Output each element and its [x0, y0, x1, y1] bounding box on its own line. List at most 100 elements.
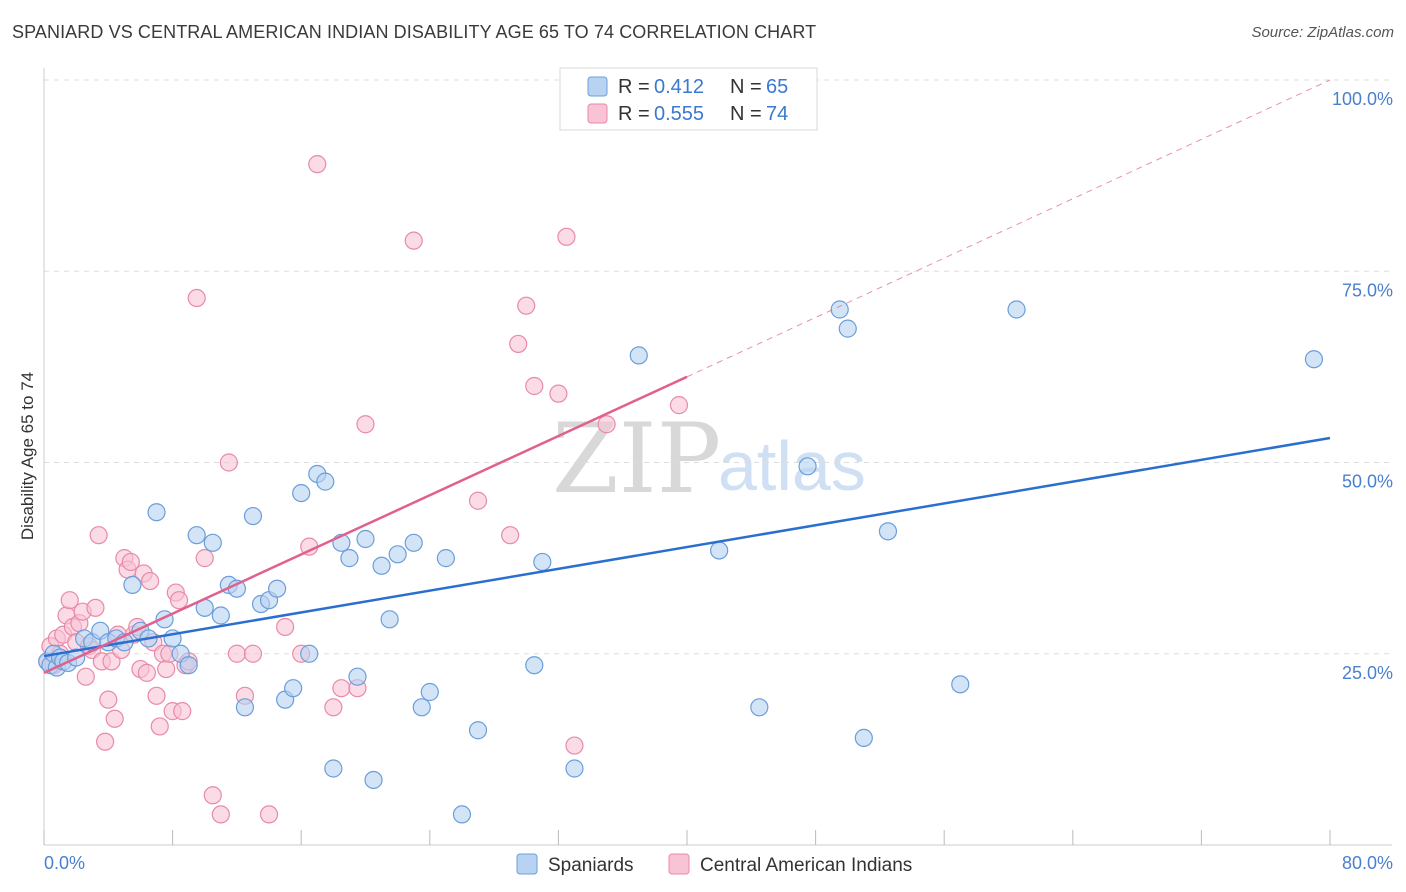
legend-r-label-2: R =	[618, 103, 650, 125]
data-point	[157, 659, 176, 679]
data-point	[1304, 350, 1324, 369]
data-point	[356, 529, 375, 549]
data-point	[830, 300, 849, 319]
data-point	[452, 805, 472, 824]
data-point	[95, 732, 115, 751]
data-point	[340, 549, 359, 568]
data-point	[292, 484, 311, 503]
bottom-legend-swatch-spaniards	[516, 853, 538, 875]
data-point	[549, 384, 568, 403]
data-point	[300, 644, 319, 663]
data-point	[121, 552, 140, 572]
data-point	[669, 396, 689, 415]
data-point	[89, 526, 108, 545]
legend-r-label-1: R =	[618, 76, 650, 98]
data-point	[76, 667, 95, 686]
data-point	[219, 453, 238, 472]
data-point	[137, 663, 156, 682]
data-point	[187, 288, 206, 308]
data-point	[243, 644, 263, 663]
data-point	[388, 545, 407, 564]
y-tick-label: 25.0%	[1342, 663, 1393, 683]
data-point	[798, 457, 817, 476]
data-point	[468, 491, 488, 510]
data-point	[227, 644, 246, 663]
data-point	[243, 506, 263, 526]
data-point	[147, 686, 166, 705]
data-point	[525, 656, 544, 675]
watermark-zip: ZIP	[552, 403, 721, 515]
data-point	[854, 728, 873, 748]
data-point	[259, 805, 279, 824]
y-tick-label: 75.0%	[1342, 280, 1393, 300]
data-point	[187, 526, 206, 545]
source-label: Source: ZipAtlas.com	[1251, 24, 1394, 41]
data-point	[203, 786, 222, 805]
data-point	[533, 552, 552, 572]
data-point	[123, 575, 142, 595]
data-point	[169, 591, 189, 610]
legend-r-value-2: 0.555	[654, 103, 704, 125]
trend-extension-central-american-indians	[686, 79, 1331, 378]
data-point	[501, 526, 520, 545]
data-point	[878, 522, 898, 541]
legend-box: R = 0.412 N = 65 R = 0.555 N = 74	[559, 67, 818, 131]
data-point	[372, 556, 391, 575]
data-point	[565, 759, 584, 778]
legend-n-value-2: 74	[766, 103, 788, 125]
data-point	[356, 415, 375, 434]
chart-title: SPANIARD VS CENTRAL AMERICAN INDIAN DISA…	[12, 22, 817, 42]
data-point	[235, 698, 255, 717]
data-point	[267, 579, 287, 598]
data-point	[324, 698, 343, 717]
y-tick-labels: 25.0% 50.0% 75.0% 100.0%	[1332, 89, 1393, 683]
bottom-legend: Spaniards Central American Indians	[516, 853, 912, 876]
data-point	[509, 334, 528, 354]
x-tick-label: 0.0%	[44, 853, 85, 873]
data-point	[173, 702, 192, 721]
data-point	[710, 541, 729, 560]
data-point	[150, 717, 169, 736]
data-point	[308, 155, 327, 174]
legend-n-value-1: 65	[766, 76, 788, 98]
data-point	[105, 709, 124, 728]
data-point	[436, 549, 455, 568]
data-point	[468, 721, 488, 740]
legend-n-label-2: N =	[730, 103, 762, 125]
data-point	[140, 571, 160, 591]
data-point	[60, 591, 79, 610]
grid	[44, 79, 1392, 655]
data-point	[420, 682, 439, 702]
axes	[43, 68, 1392, 846]
data-point	[597, 415, 616, 434]
x-tick-labels: 0.0% 80.0%	[44, 853, 1393, 873]
trend-lines	[43, 79, 1331, 675]
bottom-legend-spaniards: Spaniards	[548, 855, 634, 876]
data-point	[179, 656, 198, 675]
legend-swatch-spaniards	[587, 76, 608, 97]
data-point	[750, 698, 769, 717]
data-point	[525, 376, 544, 396]
data-point	[324, 759, 343, 778]
data-point	[629, 346, 648, 365]
data-point	[348, 667, 367, 686]
data-point	[211, 606, 230, 625]
data-point	[211, 805, 230, 824]
data-point	[316, 472, 335, 491]
data-point	[517, 296, 536, 315]
data-point	[276, 617, 295, 637]
trend-line-central-american-indians	[43, 375, 688, 675]
legend-swatch-central-american-indians	[587, 103, 608, 124]
bottom-legend-central-american-indians: Central American Indians	[700, 855, 912, 876]
data-point	[838, 319, 857, 338]
legend-r-value-1: 0.412	[654, 76, 704, 98]
data-point	[380, 610, 399, 629]
data-point	[99, 690, 118, 709]
y-axis-title: Disability Age 65 to 74	[18, 372, 37, 540]
data-point	[1007, 300, 1026, 319]
data-point	[404, 231, 423, 250]
data-point	[195, 549, 214, 568]
data-point	[284, 679, 303, 698]
data-point	[86, 598, 105, 617]
